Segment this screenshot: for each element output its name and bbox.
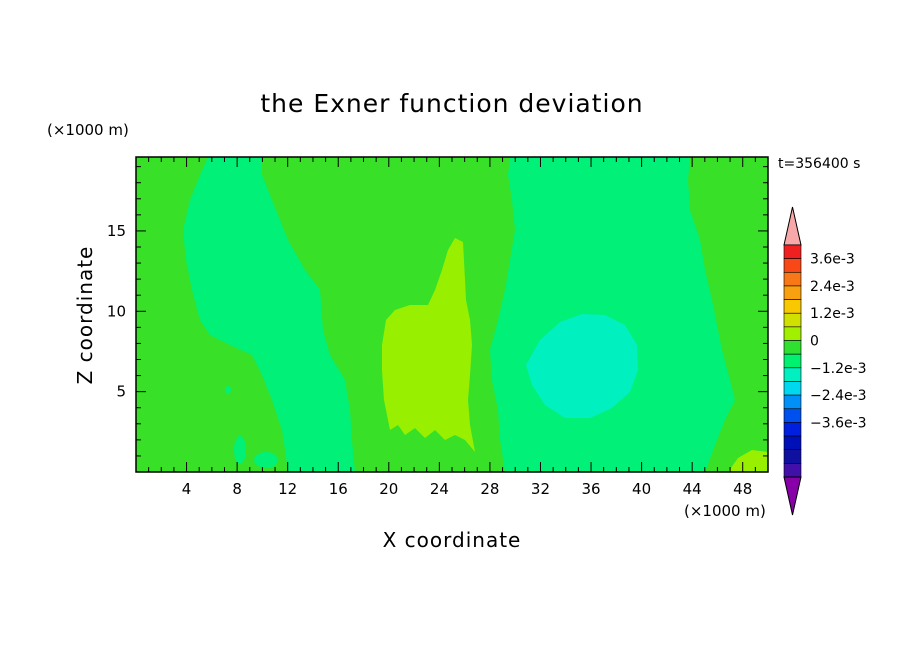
colorbar-swatch	[783, 244, 802, 259]
colorbar-swatch	[783, 408, 802, 423]
chart-title: the Exner function deviation	[260, 89, 643, 118]
colorbar-swatch	[783, 449, 802, 464]
x-tick-label: 32	[531, 480, 550, 498]
colorbar-under-arrow	[783, 476, 802, 516]
y-axis-label: Z coordinate	[73, 246, 97, 385]
x-axis: 4 8 12 16 20 24 28 32 36 40 44 48	[148, 157, 756, 498]
z-unit-label: (×1000 m)	[47, 121, 129, 139]
colorbar-swatch	[783, 326, 802, 341]
colorbar: 3.6e-3 2.4e-3 1.2e-3 0 −1.2e-3 −2.4e-3 −3.6e-3	[783, 206, 867, 516]
colorbar-swatch	[783, 422, 802, 437]
x-tick-label: 24	[430, 480, 449, 498]
plot-area	[135, 156, 769, 473]
time-label: t=356400 s	[778, 156, 860, 172]
colorbar-swatch	[783, 340, 802, 355]
colorbar-swatch	[783, 299, 802, 314]
x-tick-label: 28	[480, 480, 499, 498]
x-tick-label: 12	[278, 480, 297, 498]
field-blob	[308, 425, 322, 445]
field-blob	[254, 452, 278, 468]
colorbar-swatch	[783, 353, 802, 369]
x-tick-label: 16	[329, 480, 348, 498]
z-axis: 5 10 15	[107, 166, 768, 457]
colorbar-label: −1.2e-3	[810, 361, 867, 377]
x-tick-label: 8	[232, 480, 242, 498]
x-tick-label: 48	[733, 480, 752, 498]
field-region-neg-oval	[526, 314, 638, 418]
colorbar-label: 0	[810, 334, 819, 350]
field-blob	[651, 422, 665, 458]
field-region-pos-corner	[728, 450, 768, 472]
z-tick-label: 15	[107, 222, 126, 240]
x-unit-label: (×1000 m)	[684, 502, 766, 520]
x-tick-label: 4	[182, 480, 192, 498]
x-tick-label: 44	[683, 480, 702, 498]
field-blob	[683, 386, 693, 404]
field-blob	[225, 386, 231, 394]
colorbar-swatch	[783, 258, 802, 273]
x-tick-label: 40	[632, 480, 651, 498]
x-tick-label: 36	[581, 480, 600, 498]
colorbar-label: 3.6e-3	[810, 252, 855, 268]
colorbar-label: −3.6e-3	[810, 415, 867, 431]
colorbar-swatch	[783, 367, 802, 382]
z-tick-label: 5	[116, 383, 126, 401]
colorbar-swatch	[783, 394, 802, 410]
colorbar-over-arrow	[783, 206, 802, 246]
field-region-pos-center	[382, 238, 475, 452]
colorbar-swatch	[783, 285, 802, 300]
field-blob	[619, 452, 631, 472]
colorbar-swatch	[783, 381, 802, 396]
colorbar-label: −2.4e-3	[810, 388, 867, 404]
colorbar-swatch	[783, 463, 802, 478]
x-tick-label: 20	[379, 480, 398, 498]
colorbar-swatch	[783, 271, 802, 287]
colorbar-label: 1.2e-3	[810, 306, 855, 322]
colorbar-swatch	[783, 435, 802, 451]
field-blob	[234, 436, 246, 464]
colorbar-swatch	[783, 312, 802, 328]
colorbar-label: 2.4e-3	[810, 279, 855, 295]
x-axis-label: X coordinate	[383, 528, 522, 552]
z-tick-label: 10	[107, 302, 126, 320]
field-region-neg-left	[183, 157, 355, 472]
